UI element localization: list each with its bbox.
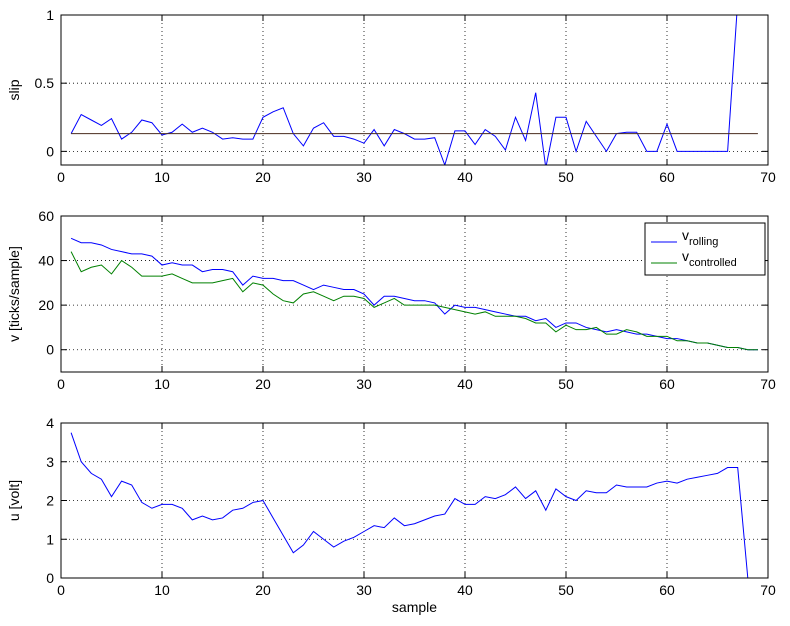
x-tick-label: 70 bbox=[760, 169, 776, 185]
y-tick-label: 1 bbox=[46, 531, 54, 547]
x-tick-label: 40 bbox=[457, 169, 473, 185]
x-tick-label: 30 bbox=[356, 169, 372, 185]
legend-label-main: v bbox=[682, 227, 689, 243]
subplot-3: 0 10 20 30 40 50 60 70 0 1 2 3 4 u [volt] sample bbox=[6, 415, 776, 615]
x-tick-label: 50 bbox=[558, 582, 574, 598]
x-tick-label: 10 bbox=[154, 376, 170, 392]
x-tick-label: 0 bbox=[57, 376, 65, 392]
x-tick-label: 20 bbox=[255, 582, 271, 598]
plot-area bbox=[61, 15, 768, 165]
x-tick-label: 70 bbox=[760, 376, 776, 392]
x-tick-label: 60 bbox=[659, 582, 675, 598]
legend-label-rolling: vrolling bbox=[682, 227, 718, 248]
plot-area bbox=[61, 423, 768, 578]
subplot-1: 0 10 20 30 40 50 60 70 0 0.5 1 slip bbox=[6, 7, 776, 185]
axes-frame bbox=[60, 14, 769, 166]
x-tick-label: 30 bbox=[356, 376, 372, 392]
x-tick-label: 60 bbox=[659, 376, 675, 392]
y-axis-label: v [ticks/sample] bbox=[6, 246, 22, 342]
x-tick-label: 50 bbox=[558, 376, 574, 392]
x-axis-label: sample bbox=[392, 599, 437, 615]
y-axis-label: u [volt] bbox=[6, 480, 22, 521]
x-tick-label: 30 bbox=[356, 582, 372, 598]
y-tick-label: 40 bbox=[38, 253, 54, 269]
x-tick-label: 50 bbox=[558, 169, 574, 185]
legend-label-sub: rolling bbox=[689, 236, 718, 248]
series-line-v-rolling bbox=[70, 237, 758, 351]
x-tick-label: 10 bbox=[154, 582, 170, 598]
series-line-1 bbox=[70, 432, 758, 578]
x-tick-label: 60 bbox=[659, 169, 675, 185]
series-line-v-controlled bbox=[70, 251, 758, 351]
y-tick-label: 1 bbox=[46, 7, 54, 23]
legend-label-controlled: vcontrolled bbox=[682, 248, 737, 269]
x-tick-label: 0 bbox=[57, 169, 65, 185]
x-tick-label: 10 bbox=[154, 169, 170, 185]
subplot-2: 0 10 20 30 40 50 60 70 0 20 40 60 v [ticks/sample] vr… bbox=[6, 208, 776, 392]
legend-label-main: v bbox=[682, 248, 689, 264]
x-tick-label: 70 bbox=[760, 582, 776, 598]
y-tick-label: 0.5 bbox=[35, 75, 55, 91]
x-tick-label: 0 bbox=[57, 582, 65, 598]
y-tick-label: 4 bbox=[46, 415, 54, 431]
legend-box bbox=[644, 222, 766, 276]
y-tick-label: 0 bbox=[46, 143, 54, 159]
y-tick-label: 3 bbox=[46, 454, 54, 470]
y-tick-label: 2 bbox=[46, 493, 54, 509]
y-tick-label: 60 bbox=[38, 208, 54, 224]
y-tick-label: 0 bbox=[46, 570, 54, 586]
legend-label-sub: controlled bbox=[689, 257, 737, 269]
y-tick-label: 20 bbox=[38, 297, 54, 313]
axes-frame bbox=[60, 215, 769, 373]
x-tick-label: 20 bbox=[255, 376, 271, 392]
y-axis-label: slip bbox=[6, 79, 22, 100]
x-tick-label: 40 bbox=[457, 376, 473, 392]
x-tick-label: 20 bbox=[255, 169, 271, 185]
y-tick-label: 0 bbox=[46, 342, 54, 358]
x-tick-label: 40 bbox=[457, 582, 473, 598]
